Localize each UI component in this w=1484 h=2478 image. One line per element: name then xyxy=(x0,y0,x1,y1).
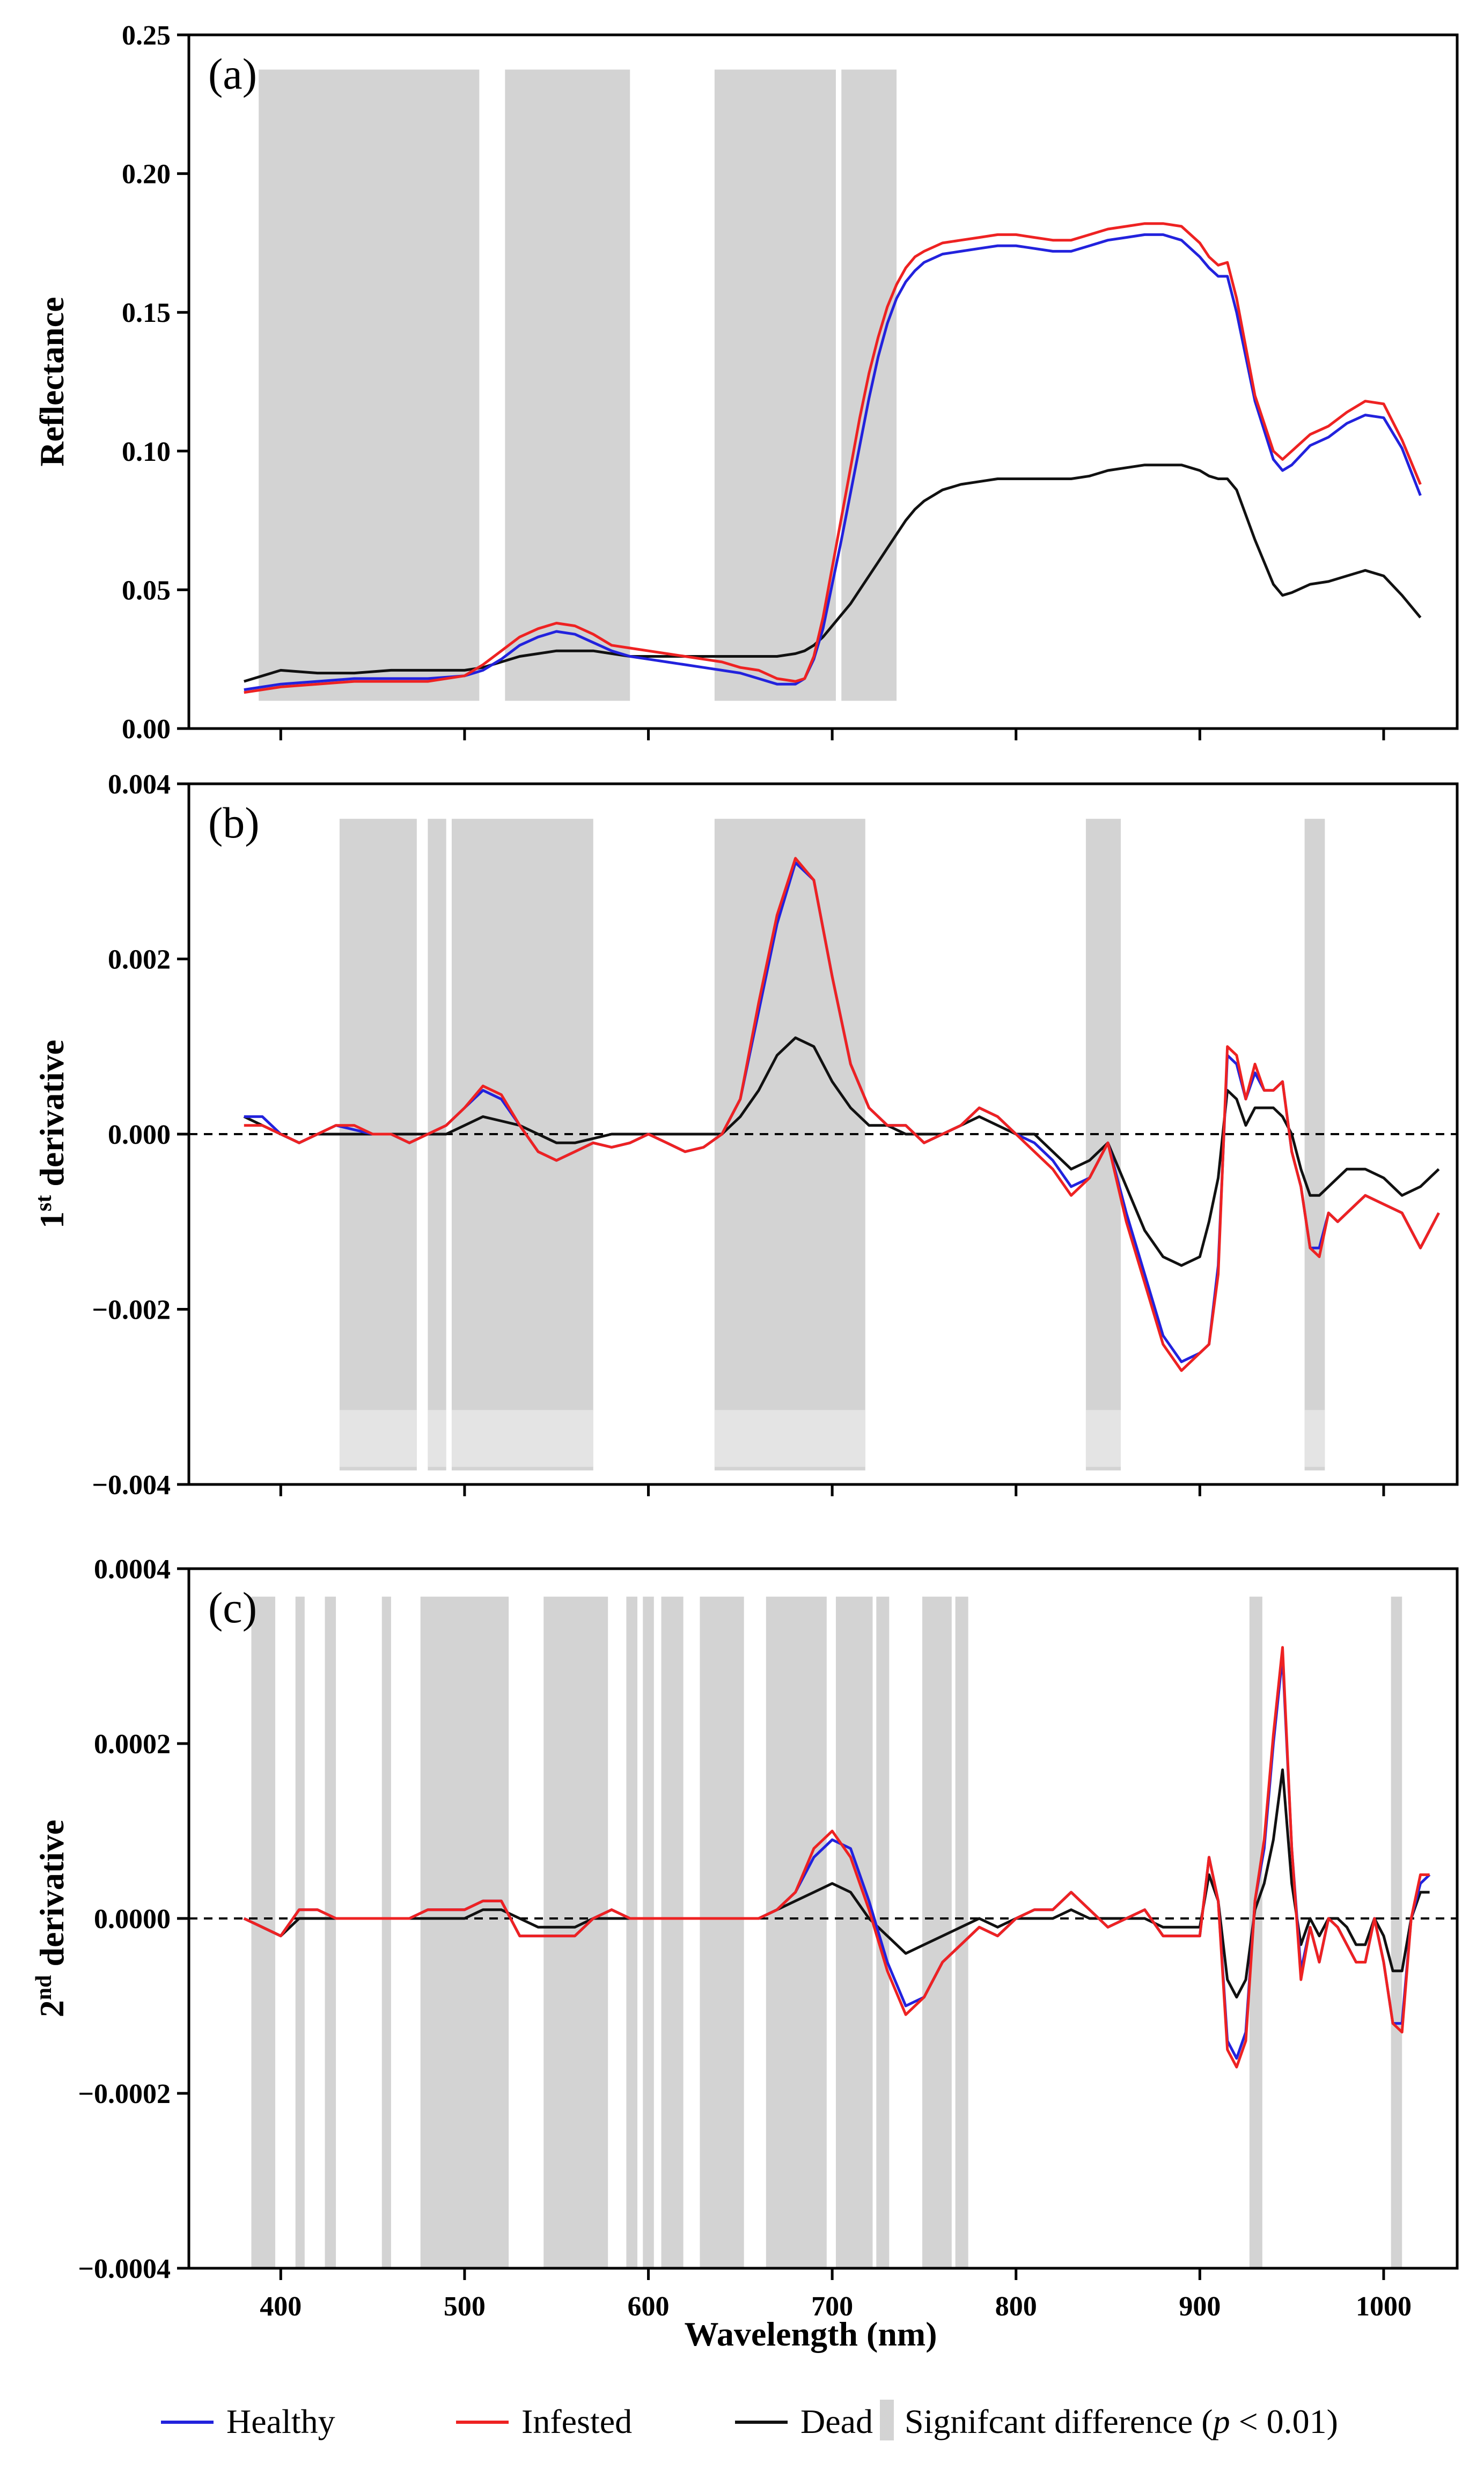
y-tick-label: 0.002 xyxy=(108,945,171,975)
panel-label: (a) xyxy=(208,49,257,98)
y-tick-label: 0.000 xyxy=(108,1120,171,1150)
significant-band xyxy=(835,1597,873,2268)
y-tick-label: −0.004 xyxy=(92,1470,171,1501)
series-line-dead xyxy=(244,464,1422,683)
legend-swatch xyxy=(880,2400,894,2440)
panel-label: (b) xyxy=(208,798,260,847)
significant-band-stripe xyxy=(451,1410,593,1467)
x-tick-label: 1000 xyxy=(1356,2291,1412,2322)
y-tick-label: 0.10 xyxy=(122,437,171,467)
legend-label: Dead xyxy=(800,2402,873,2440)
significant-band xyxy=(714,819,865,1470)
significant-band xyxy=(700,1597,744,2268)
x-tick-label: 500 xyxy=(444,2291,486,2322)
y-tick-label: 0.15 xyxy=(122,298,171,328)
x-tick-label: 700 xyxy=(811,2291,853,2322)
significant-band xyxy=(661,1597,684,2268)
y-tick-label: 0.05 xyxy=(122,575,171,606)
y-tick-label: 0.25 xyxy=(122,20,171,51)
x-tick-label: 600 xyxy=(628,2291,670,2322)
significant-band xyxy=(643,1597,654,2268)
significant-band xyxy=(505,69,630,701)
legend-label: Signifcant difference (p < 0.01) xyxy=(905,2402,1338,2440)
legend-item-2: Dead xyxy=(735,2402,873,2440)
significant-band-stripe xyxy=(339,1410,417,1467)
panel-2: −0.0004 −0.0002 0.0000 0.0002 0.0004 400 500 60… xyxy=(32,1554,1459,2322)
significant-band xyxy=(1304,819,1325,1470)
significant-band xyxy=(1249,1597,1262,2268)
y-tick-label: 0.00 xyxy=(122,714,171,745)
y-tick-label: 0.004 xyxy=(108,769,171,800)
legend-item-1: Infested xyxy=(456,2402,632,2440)
x-tick-label: 900 xyxy=(1179,2291,1221,2322)
significant-band xyxy=(295,1597,305,2268)
significant-band xyxy=(955,1597,968,2268)
significant-band xyxy=(451,819,593,1470)
y-tick-label: 0.20 xyxy=(122,159,171,190)
legend: Healthy Infested Dead Signifcant difference… xyxy=(161,2400,1338,2440)
significant-band xyxy=(626,1597,637,2268)
legend-label: Infested xyxy=(521,2402,632,2440)
y-axis-label: 2nd derivative xyxy=(32,1820,71,2017)
plot-frame xyxy=(187,33,1459,730)
series-line-infested xyxy=(244,857,1440,1372)
series-line-infested xyxy=(244,222,1422,694)
significant-band xyxy=(428,819,446,1470)
significant-band xyxy=(381,1597,391,2268)
significant-band xyxy=(841,69,897,701)
x-tick-label: 400 xyxy=(260,2291,302,2322)
legend-item-3: Signifcant difference (p < 0.01) xyxy=(880,2400,1338,2440)
y-axis-label: 1st derivative xyxy=(32,1040,71,1229)
significant-band xyxy=(325,1597,336,2268)
y-tick-label: −0.0004 xyxy=(78,2254,171,2284)
significant-band xyxy=(259,69,480,701)
y-tick-label: 0.0002 xyxy=(94,1729,171,1760)
significant-band xyxy=(420,1597,509,2268)
significant-band-stripe xyxy=(1085,1410,1121,1467)
x-axis-label: Wavelength (nm) xyxy=(684,2315,937,2353)
significant-band-stripe xyxy=(428,1410,446,1467)
significant-band-stripe xyxy=(1304,1410,1325,1467)
significant-band xyxy=(1391,1597,1402,2268)
significant-band xyxy=(766,1597,827,2268)
panel-0: 0.00 0.05 0.10 0.15 0.20 0.25 (a) Reflectance xyxy=(33,20,1459,745)
series-line-dead xyxy=(243,1768,1430,1999)
significant-band xyxy=(1085,819,1121,1470)
y-tick-label: 0.0004 xyxy=(94,1554,171,1585)
panel-label: (c) xyxy=(208,1583,257,1632)
series-line-healthy xyxy=(244,233,1422,692)
y-tick-label: −0.002 xyxy=(92,1295,171,1326)
significant-band xyxy=(714,69,836,701)
significant-band xyxy=(543,1597,608,2268)
significant-band xyxy=(339,819,417,1470)
legend-label: Healthy xyxy=(226,2402,335,2440)
y-axis-label: Reflectance xyxy=(33,297,71,466)
legend-item-0: Healthy xyxy=(161,2402,335,2440)
y-tick-label: 0.0000 xyxy=(94,1904,171,1935)
y-tick-label: −0.0002 xyxy=(78,2079,171,2109)
panel-1: −0.004 −0.002 0.000 0.002 0.004 (b) 1st deriva… xyxy=(32,769,1459,1501)
series-line-infested xyxy=(243,1646,1430,2069)
significant-band-stripe xyxy=(714,1410,865,1467)
x-tick-label: 800 xyxy=(995,2291,1037,2322)
